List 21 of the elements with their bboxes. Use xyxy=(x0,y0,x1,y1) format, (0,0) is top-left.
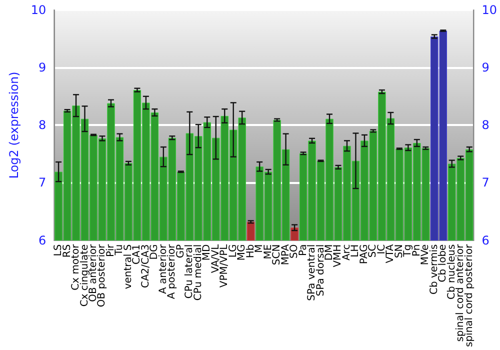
y2-tick-label: 10 xyxy=(482,3,498,17)
x-tick-label: Tg xyxy=(402,244,414,258)
x-tick-label: OB posterior xyxy=(96,243,108,308)
y2-tick-label: 9 xyxy=(482,60,490,75)
x-tick-label: spinal cord posterior xyxy=(464,243,475,348)
y-tick-label: 9 xyxy=(38,60,46,75)
y2-tick-label: 7 xyxy=(482,176,490,190)
y2-tick-label: 6 xyxy=(482,233,490,248)
x-tick-label: A posterior xyxy=(166,243,178,300)
y-axis-title: Log2 (expression) xyxy=(7,72,21,179)
x-tick-label: RS xyxy=(62,244,73,258)
x-tick-label: Cb lobe xyxy=(438,244,449,282)
x-tick-label: GP xyxy=(175,244,186,258)
y-tick-label: 6 xyxy=(38,233,46,248)
y-tick-label: 7 xyxy=(38,176,46,190)
y2-tick-label: 8 xyxy=(482,118,490,132)
x-tick-label: Pa xyxy=(298,244,309,256)
x-tick-label: DG xyxy=(149,244,160,260)
y-tick-label: 8 xyxy=(38,118,46,132)
y-tick-label: 10 xyxy=(30,3,46,17)
x-tick-label: MVe xyxy=(420,244,432,266)
